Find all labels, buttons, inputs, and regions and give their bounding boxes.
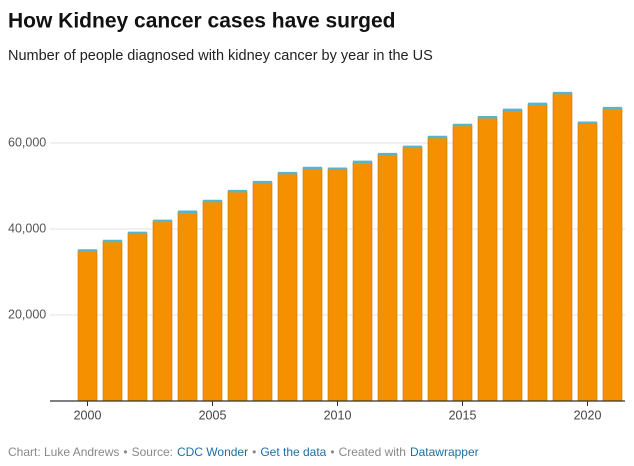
chart: How Kidney cancer cases have surged Numb… <box>8 10 625 422</box>
separator: • <box>330 445 335 459</box>
bar <box>127 232 148 402</box>
bar <box>452 124 473 402</box>
bar <box>552 92 573 402</box>
bar <box>102 240 123 402</box>
x-tick-label: 2010 <box>324 408 352 422</box>
bar <box>177 211 198 402</box>
x-tick-label: 2005 <box>199 408 227 422</box>
separator: • <box>123 445 128 459</box>
byline: Chart: Luke Andrews <box>8 445 120 459</box>
bar <box>327 168 348 402</box>
bar <box>302 167 323 402</box>
bar <box>202 200 223 402</box>
bar <box>502 109 523 402</box>
chart-subtitle: Number of people diagnosed with kidney c… <box>8 48 433 64</box>
bar <box>152 220 173 402</box>
chart-title: How Kidney cancer cases have surged <box>8 10 396 33</box>
bar <box>352 161 373 402</box>
x-tick-label: 2000 <box>74 408 102 422</box>
tool-link[interactable]: Datawrapper <box>409 445 479 459</box>
created-label: Created with <box>338 445 406 459</box>
bar <box>77 250 98 402</box>
bar <box>577 122 598 402</box>
source-link[interactable]: CDC Wonder <box>176 445 249 459</box>
y-tick-label: 20,000 <box>8 307 46 321</box>
bar <box>277 172 298 402</box>
bar <box>252 181 273 402</box>
y-tick-label: 60,000 <box>8 135 46 149</box>
separator: • <box>252 445 257 459</box>
bar <box>402 146 423 402</box>
get-data-link[interactable]: Get the data <box>260 445 327 459</box>
bar <box>477 116 498 402</box>
source-label: Source: <box>131 445 173 459</box>
bar <box>527 103 548 402</box>
y-tick-label: 40,000 <box>8 221 46 235</box>
footer: Chart: Luke Andrews • Source: CDC Wonder… <box>8 445 479 459</box>
bar <box>377 153 398 402</box>
x-tick-label: 2020 <box>574 408 602 422</box>
bar <box>602 107 623 402</box>
x-tick-label: 2015 <box>449 408 477 422</box>
bar <box>227 190 248 402</box>
bar <box>427 136 448 402</box>
